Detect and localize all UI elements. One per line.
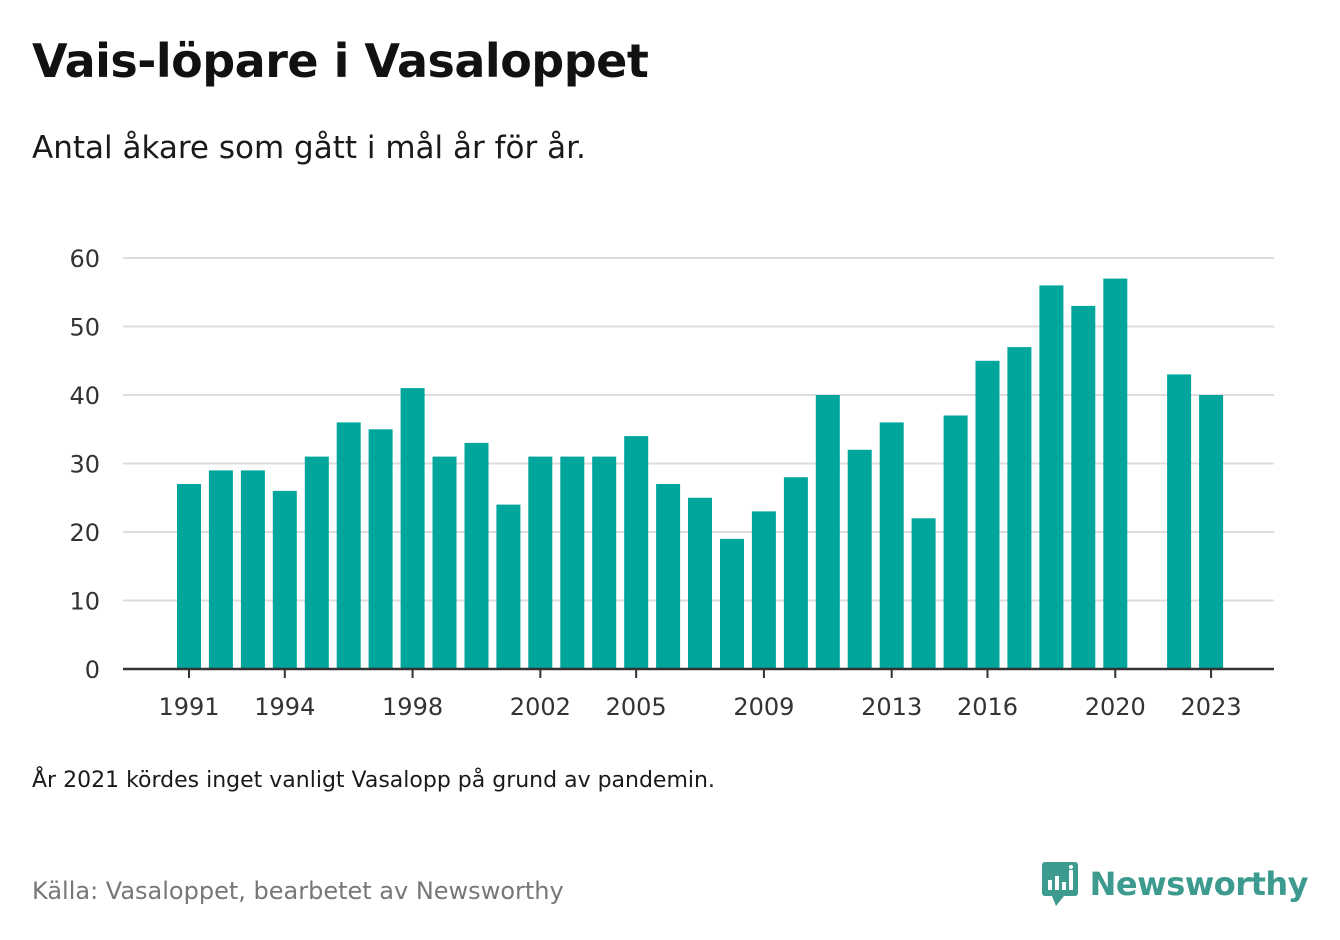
bar-2018 <box>1039 285 1064 669</box>
bar-2006 <box>656 484 681 669</box>
x-tick-label: 1991 <box>158 693 219 721</box>
bar-1993 <box>240 470 265 669</box>
newsworthy-logo-icon <box>1041 862 1078 906</box>
bar-2015 <box>943 415 968 669</box>
bar-1992 <box>208 470 233 669</box>
x-tick-label: 2005 <box>606 693 667 721</box>
bar-2004 <box>592 456 617 669</box>
y-tick-label: 20 <box>69 519 100 547</box>
bar-2011 <box>815 395 840 669</box>
bar-2007 <box>688 497 712 670</box>
x-tick-label: 1998 <box>382 693 443 721</box>
x-tick-label: 2013 <box>861 693 922 721</box>
bar-2010 <box>783 477 808 669</box>
bar-2016 <box>975 360 1000 670</box>
bar-2014 <box>911 518 936 669</box>
x-tick-label: 2016 <box>957 693 1018 721</box>
newsworthy-logo[interactable]: Newsworthy <box>1040 860 1309 908</box>
bar-2002 <box>528 456 553 669</box>
bar-2022 <box>1167 374 1192 669</box>
y-tick-label: 60 <box>69 245 100 273</box>
bar-2009 <box>751 511 776 669</box>
chart-title: Vais-löpare i Vasaloppet <box>32 34 649 88</box>
x-tick-label: 2023 <box>1181 693 1242 721</box>
chart-note: År 2021 kördes inget vanligt Vasalopp på… <box>32 768 715 793</box>
bar-2019 <box>1071 305 1096 669</box>
bar-2003 <box>560 456 585 669</box>
x-axis-ticks: 1991 1994 1998 2002 2005 2009 2013 2016 2020 2023 <box>123 667 1274 721</box>
bar-2023 <box>1199 395 1224 669</box>
bars <box>177 278 1224 670</box>
y-tick-label: 10 <box>69 588 100 616</box>
y-tick-label: 40 <box>69 382 100 410</box>
bar-2012 <box>847 449 872 669</box>
x-tick-label: 1994 <box>254 693 315 721</box>
bar-1997 <box>368 429 393 670</box>
bar-2008 <box>720 538 744 669</box>
chart-subtitle: Antal åkare som gått i mål år för år. <box>32 130 586 166</box>
bar-2005 <box>624 436 649 669</box>
y-tick-label: 50 <box>69 314 100 342</box>
bar-1995 <box>304 456 329 669</box>
bar-1994 <box>272 490 297 669</box>
x-tick-label: 2009 <box>733 693 794 721</box>
y-tick-label: 0 <box>85 656 100 684</box>
source-credit: Källa: Vasaloppet, bearbetet av Newswort… <box>32 877 564 905</box>
bar-2013 <box>879 422 904 669</box>
x-tick-label: 2020 <box>1085 693 1146 721</box>
bar-chart: 0 10 20 30 40 50 60 1991 1994 1998 2002 2005 2009 20… <box>69 245 1274 721</box>
y-axis-ticks: 0 10 20 30 40 50 60 <box>69 245 100 684</box>
bar-2001 <box>496 504 521 669</box>
bar-1991 <box>177 484 201 669</box>
bar-1996 <box>336 422 361 669</box>
bar-1998 <box>400 388 425 669</box>
bar-2000 <box>464 442 489 669</box>
x-tick-label: 2002 <box>510 693 571 721</box>
y-tick-label: 30 <box>69 451 100 479</box>
bar-1999 <box>432 456 457 669</box>
logo-text: Newsworthy <box>1089 865 1309 903</box>
bar-2017 <box>1007 347 1032 669</box>
bar-2020 <box>1103 278 1128 669</box>
